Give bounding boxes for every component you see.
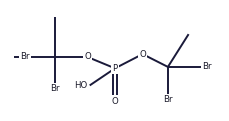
Text: Br: Br	[20, 52, 30, 61]
Text: O: O	[84, 52, 90, 61]
Text: HO: HO	[74, 81, 87, 90]
Text: O: O	[111, 97, 118, 106]
Text: Br: Br	[162, 95, 172, 104]
Text: P: P	[112, 64, 117, 73]
Text: Br: Br	[50, 84, 60, 93]
Text: O: O	[139, 50, 145, 59]
Text: Br: Br	[202, 62, 211, 71]
